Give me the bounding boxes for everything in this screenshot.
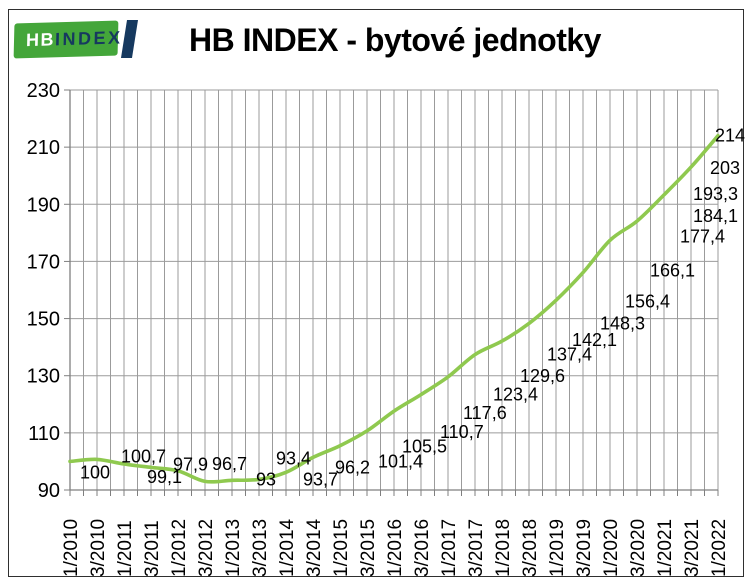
x-tick-label: 3/2010	[88, 519, 109, 577]
x-tick-label: 3/2015	[358, 519, 379, 577]
x-tick-label: 1/2010	[61, 519, 82, 577]
data-label: 156,4	[625, 291, 670, 311]
y-tick-label: 210	[27, 137, 60, 159]
data-label: 123,4	[493, 385, 538, 405]
x-tick-label: 1/2018	[493, 519, 514, 577]
chart-title: HB INDEX - bytové jednotky	[189, 22, 601, 58]
x-tick-label: 3/2013	[250, 519, 271, 577]
data-label: 129,6	[520, 366, 565, 386]
index-line-series	[68, 133, 720, 484]
x-tick-label: 3/2011	[142, 520, 163, 577]
x-tick-label: 1/2015	[331, 519, 352, 577]
x-tick-label: 1/2020	[601, 519, 622, 577]
data-label: 97,9	[173, 454, 208, 474]
y-tick-label: 90	[38, 480, 60, 502]
x-tick-label: 1/2016	[385, 519, 406, 577]
x-tick-label: 1/2019	[547, 519, 568, 577]
data-label: 96,2	[335, 457, 370, 477]
x-tick-label: 1/2012	[169, 519, 190, 577]
data-label: 177,4	[680, 226, 725, 246]
y-tick-label: 230	[27, 80, 60, 102]
x-tick-label: 3/2014	[304, 518, 325, 577]
data-label: 142,1	[572, 330, 617, 350]
y-tick-label: 170	[27, 251, 60, 273]
data-label: 99,1	[147, 467, 182, 487]
y-tick-label: 190	[27, 194, 60, 216]
data-label: 214	[715, 126, 745, 146]
x-tick-label: 3/2016	[412, 519, 433, 577]
data-label: 193,3	[693, 184, 738, 204]
x-tick-label: 3/2018	[520, 519, 541, 577]
x-tick-label: 1/2022	[709, 519, 730, 577]
y-tick-label: 130	[27, 366, 60, 388]
x-tick-label: 1/2021	[655, 519, 676, 577]
data-label: 93,4	[276, 448, 311, 468]
x-tick-label: 1/2017	[439, 519, 460, 577]
data-label: 184,1	[693, 206, 738, 226]
y-tick-label: 110	[28, 423, 60, 445]
data-label: 110,7	[440, 422, 484, 442]
data-label: 203	[710, 158, 740, 178]
x-tick-label: 1/2011	[115, 520, 136, 577]
data-label: 100,7	[121, 446, 166, 466]
x-tick-label: 3/2017	[466, 519, 487, 577]
data-label: 93,7	[303, 469, 338, 489]
x-tick-label: 1/2013	[223, 519, 244, 577]
data-label: 96,7	[212, 454, 247, 474]
x-tick-label: 3/2021	[682, 519, 703, 577]
x-tick-label: 3/2020	[628, 519, 649, 577]
x-tick-label: 3/2019	[574, 519, 595, 577]
data-label: 148,3	[600, 313, 645, 333]
data-label: 100	[80, 462, 110, 482]
x-tick-label: 1/2014	[277, 518, 298, 577]
x-tick-label: 3/2012	[196, 519, 217, 577]
data-label: 117,6	[463, 403, 507, 423]
data-label: 137,4	[547, 345, 592, 365]
data-label: 166,1	[650, 261, 695, 281]
y-tick-label: 150	[27, 309, 60, 331]
data-label: 105,5	[402, 437, 447, 457]
data-label: 101,4	[378, 451, 423, 471]
data-label: 93	[256, 469, 276, 489]
